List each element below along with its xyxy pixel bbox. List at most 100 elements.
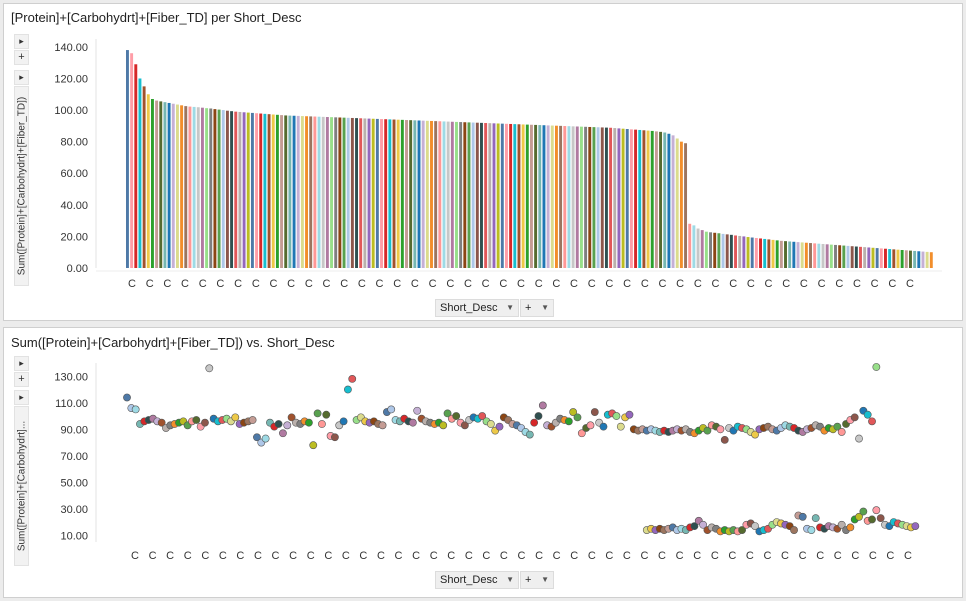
scatter-point [599, 422, 608, 431]
bar [850, 246, 854, 268]
x-axis-add-dropdown[interactable]: + ▼ [520, 571, 554, 589]
x-tick-label: C [906, 278, 914, 290]
scatter-point [837, 428, 846, 436]
scatter-point [751, 430, 759, 439]
bar [525, 124, 529, 268]
bar [534, 124, 538, 268]
bar [779, 240, 783, 268]
scatter-point [123, 393, 131, 402]
add-button[interactable]: + [14, 372, 29, 387]
x-tick-label: C [252, 278, 260, 290]
scatter-point [305, 418, 313, 427]
x-tick-label: C [393, 278, 401, 290]
x-tick-label: C [658, 550, 666, 562]
scatter-point [339, 417, 348, 426]
bar [871, 247, 875, 268]
bar [334, 117, 338, 268]
scatter-point [131, 405, 140, 414]
bar [609, 127, 613, 268]
bar [188, 106, 192, 268]
add-button[interactable]: + [14, 50, 29, 65]
scatter-point [751, 522, 759, 530]
y-axis-label-box[interactable]: Sum([Protein]+[Carbohydrt]... [14, 406, 29, 566]
bar [375, 118, 379, 268]
bar [371, 118, 375, 268]
x-tick-label: C [447, 550, 455, 562]
x-tick-label: C [641, 278, 649, 290]
expand-arrow-icon[interactable]: ▸ [14, 70, 29, 85]
scatter-point [530, 418, 539, 427]
x-tick-label: C [747, 278, 755, 290]
bar [913, 250, 917, 268]
bar [638, 129, 642, 268]
bar [505, 123, 508, 268]
x-tick-label: C [816, 550, 824, 562]
x-axis-dropdown[interactable]: Short_Desc ▼ [435, 299, 519, 317]
bar [625, 129, 629, 268]
bar [746, 237, 750, 268]
scatter-point [201, 418, 209, 427]
chevron-down-icon: ▼ [541, 575, 549, 584]
expand-arrow-icon[interactable]: ▸ [14, 390, 29, 405]
bar [717, 233, 721, 268]
scatter-chart-panel: Sum([Protein]+[Carbohydrt]+[Fiber_TD]) v… [3, 327, 963, 598]
bar [563, 126, 567, 269]
bar [300, 116, 304, 268]
bar [126, 50, 129, 269]
bar [900, 250, 904, 268]
x-tick-label: C [499, 278, 507, 290]
bar [509, 123, 513, 268]
expand-arrow-icon[interactable]: ▸ [14, 356, 29, 371]
y-tick-label: 20.00 [60, 231, 88, 243]
bar [663, 132, 667, 268]
bar [517, 124, 521, 268]
bar [430, 120, 433, 268]
bar [205, 108, 209, 268]
x-tick-label: C [146, 278, 154, 290]
bar [575, 126, 579, 269]
bar [667, 133, 671, 268]
bar [500, 123, 504, 269]
x-tick-label: C [886, 550, 894, 562]
x-axis-dropdown[interactable]: Short_Desc ▼ [435, 571, 519, 589]
chart-title: Sum([Protein]+[Carbohydrt]+[Fiber_TD]) v… [11, 335, 335, 350]
x-tick-label: C [184, 550, 192, 562]
y-tick-label: 110.00 [55, 398, 88, 410]
x-tick-label: C [446, 278, 454, 290]
bar [821, 243, 825, 268]
bar [234, 111, 238, 269]
bar [804, 242, 808, 268]
scatter-point [231, 413, 240, 422]
x-axis-add-dropdown[interactable]: + ▼ [520, 299, 554, 317]
scatter-point [868, 417, 876, 426]
bar [196, 107, 200, 268]
expand-arrow-icon[interactable]: ▸ [14, 34, 29, 49]
y-tick-label: 140.00 [54, 42, 88, 54]
x-tick-label: C [605, 278, 613, 290]
bar [867, 247, 871, 268]
bar [579, 126, 583, 269]
scatter-point [855, 434, 863, 443]
x-tick-label: C [588, 278, 596, 290]
bar [325, 117, 329, 269]
scatter-point [279, 429, 287, 438]
bar [713, 232, 717, 268]
bar [675, 138, 679, 268]
bar [729, 234, 733, 268]
y-tick-label: 120.00 [54, 73, 88, 85]
bar [875, 248, 879, 268]
bar [863, 247, 867, 268]
bar [554, 125, 558, 268]
x-tick-label: C [871, 278, 879, 290]
x-tick-label: C [201, 550, 209, 562]
bar [130, 53, 134, 269]
x-tick-label: C [377, 550, 385, 562]
x-tick-label: C [287, 278, 295, 290]
bar [584, 126, 588, 268]
y-axis-label-box[interactable]: Sum([Protein]+[Carbohydrt]+[Fiber_TD]) [14, 86, 29, 286]
scatter-point [859, 507, 868, 516]
bar [646, 130, 650, 268]
scatter-point [590, 408, 599, 416]
scatter-point [413, 406, 422, 415]
bar [671, 135, 675, 268]
